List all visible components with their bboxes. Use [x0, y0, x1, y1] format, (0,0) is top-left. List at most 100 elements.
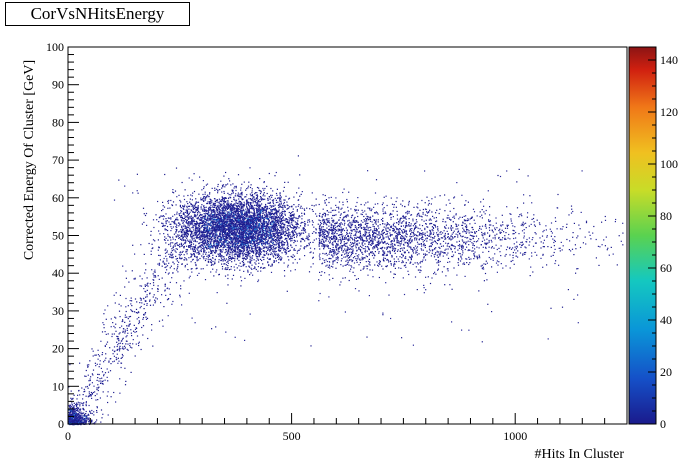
- data-point: [131, 310, 133, 312]
- data-point: [265, 235, 267, 237]
- data-point: [243, 229, 245, 231]
- data-point: [212, 211, 214, 213]
- data-point: [253, 224, 255, 226]
- data-point: [257, 225, 259, 228]
- data-point: [252, 202, 254, 204]
- data-point: [280, 259, 282, 261]
- data-point: [248, 241, 250, 243]
- data-point: [208, 238, 210, 240]
- data-point: [246, 202, 248, 204]
- data-point: [69, 406, 71, 408]
- data-point: [77, 413, 79, 415]
- data-point: [162, 222, 164, 225]
- data-point: [76, 404, 78, 406]
- data-point: [235, 199, 238, 201]
- data-point: [223, 217, 225, 220]
- data-point: [245, 231, 247, 233]
- data-point: [96, 411, 98, 413]
- data-point: [174, 245, 176, 247]
- data-point: [226, 229, 228, 231]
- data-point: [179, 251, 182, 253]
- data-point: [246, 233, 248, 235]
- data-point: [133, 278, 135, 280]
- data-point: [204, 246, 206, 249]
- data-point: [309, 221, 311, 223]
- data-point: [73, 416, 75, 418]
- data-point: [203, 242, 205, 244]
- data-point: [275, 246, 277, 249]
- data-point: [175, 235, 177, 237]
- data-point: [262, 267, 264, 269]
- data-point: [91, 421, 93, 423]
- data-point: [198, 193, 200, 195]
- data-point: [270, 265, 272, 267]
- data-point: [213, 251, 216, 253]
- data-point: [290, 237, 293, 239]
- data-point: [90, 412, 92, 414]
- data-point: [222, 209, 224, 211]
- data-point: [284, 249, 287, 251]
- data-point: [164, 283, 166, 285]
- data-point: [235, 245, 237, 247]
- data-point: [254, 216, 256, 218]
- data-point: [270, 206, 272, 208]
- data-point: [187, 233, 189, 235]
- data-point: [236, 258, 238, 260]
- data-point: [264, 228, 266, 230]
- data-point: [192, 221, 194, 223]
- data-point: [266, 214, 268, 216]
- data-point: [92, 355, 94, 357]
- data-point: [225, 267, 227, 269]
- data-point: [153, 271, 155, 273]
- data-point: [293, 220, 295, 222]
- data-point: [218, 207, 220, 210]
- data-point: [228, 211, 230, 213]
- data-point: [227, 205, 229, 207]
- data-point: [231, 240, 233, 242]
- data-point: [288, 216, 290, 219]
- data-point: [244, 242, 246, 245]
- data-point: [105, 353, 107, 355]
- data-point: [235, 189, 237, 192]
- data-point: [146, 294, 148, 296]
- data-point: [220, 201, 222, 203]
- data-point: [275, 171, 277, 174]
- data-point: [69, 406, 71, 409]
- data-point: [184, 265, 186, 267]
- data-point: [177, 266, 179, 268]
- data-point: [220, 221, 222, 223]
- data-point: [88, 364, 90, 366]
- data-point: [291, 211, 293, 214]
- data-point: [283, 199, 285, 201]
- data-point: [130, 332, 132, 334]
- data-point: [72, 398, 74, 400]
- data-point: [246, 200, 248, 202]
- data-point: [265, 230, 267, 232]
- data-point: [250, 236, 252, 238]
- data-point: [117, 336, 119, 338]
- data-point: [286, 227, 288, 229]
- data-point: [222, 211, 224, 213]
- data-point: [71, 402, 73, 404]
- data-point: [202, 216, 204, 218]
- data-point: [196, 222, 198, 225]
- data-point: [73, 414, 75, 416]
- data-point: [173, 249, 175, 251]
- data-point: [251, 221, 254, 223]
- data-point: [232, 204, 234, 206]
- data-point: [292, 214, 294, 216]
- data-point: [190, 194, 192, 196]
- data-point: [211, 229, 213, 231]
- data-point: [200, 268, 202, 270]
- data-point: [159, 233, 161, 235]
- data-point: [96, 407, 98, 409]
- data-point: [243, 239, 245, 241]
- data-point: [218, 207, 220, 209]
- data-point: [183, 230, 185, 232]
- data-point: [239, 223, 241, 225]
- data-point: [258, 255, 261, 257]
- data-point: [283, 247, 285, 249]
- data-point: [281, 246, 283, 248]
- data-point: [318, 237, 320, 240]
- data-point: [243, 181, 245, 183]
